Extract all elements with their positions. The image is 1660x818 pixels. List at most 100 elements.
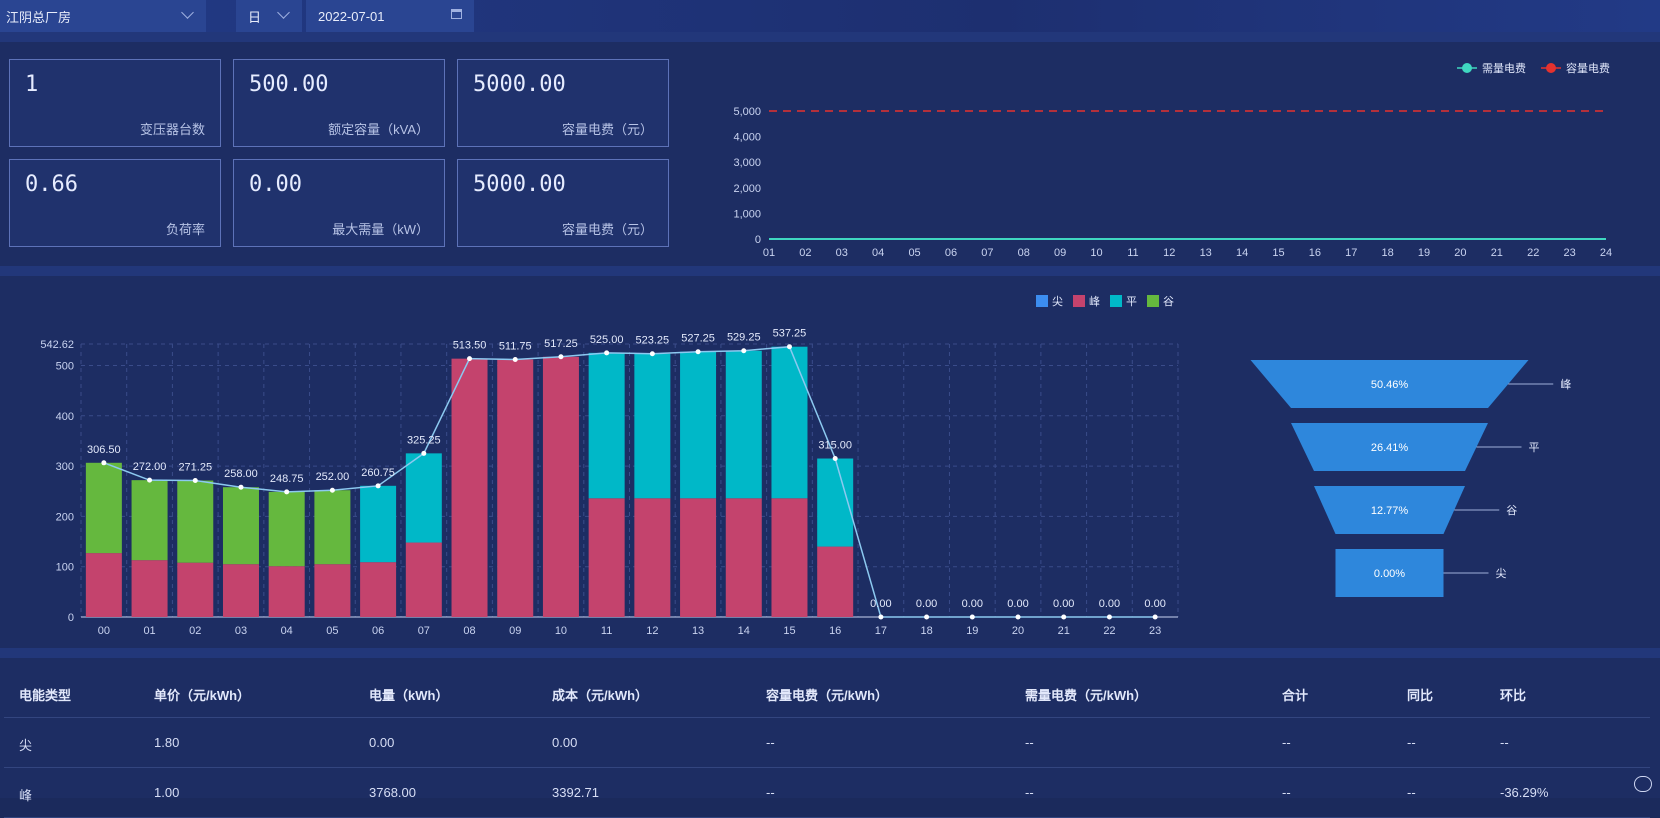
y-tick-label: 400 xyxy=(56,411,74,423)
x-tick-label: 22 xyxy=(1103,625,1115,637)
line-point xyxy=(192,478,198,484)
x-tick-label: 14 xyxy=(1236,247,1248,259)
table-header-row: 电能类型 单价（元/kWh） 电量（kWh） 成本（元/kWh） 容量电费（元/… xyxy=(4,668,1650,718)
bar-segment-谷 xyxy=(131,480,168,561)
stat-label: 容量电费（元） xyxy=(561,122,653,137)
stat-value: 5000.00 xyxy=(473,172,566,197)
funnel-segment-尖 xyxy=(1335,549,1444,597)
legend-swatch xyxy=(1147,295,1159,307)
period-select[interactable]: 日 xyxy=(236,0,302,32)
line-point xyxy=(1061,614,1067,620)
table-cell: -- xyxy=(1500,735,1509,750)
x-tick-label: 11 xyxy=(1127,247,1138,259)
line-point xyxy=(238,484,244,490)
x-tick-label: 23 xyxy=(1563,247,1575,259)
x-tick-label: 07 xyxy=(418,625,430,637)
x-tick-label: 09 xyxy=(1054,247,1066,259)
x-tick-label: 17 xyxy=(875,625,887,637)
site-select-value: 江阴总厂房 xyxy=(6,9,72,25)
bar-segment-谷 xyxy=(222,487,259,565)
line-point xyxy=(878,614,884,620)
x-tick-label: 16 xyxy=(1309,247,1321,259)
line-point xyxy=(969,614,975,620)
table-cell: -- xyxy=(766,735,775,750)
legend-label: 容量电费 xyxy=(1566,61,1610,75)
section-divider xyxy=(0,266,1660,276)
bar-segment-峰 xyxy=(131,560,168,617)
bar-segment-峰 xyxy=(177,562,214,617)
funnel-value-label: 26.41% xyxy=(1371,442,1409,454)
data-label: 529.25 xyxy=(727,332,761,344)
table-panel xyxy=(0,658,1660,798)
column-header: 同比 xyxy=(1407,688,1434,703)
data-label: 0.00 xyxy=(1144,598,1165,610)
bar-segment-平 xyxy=(771,346,808,499)
x-tick-label: 02 xyxy=(799,247,811,259)
line-point xyxy=(329,487,335,493)
x-tick-label: 04 xyxy=(281,625,293,637)
capacity-panel: 1 变压器台数 500.00 额定容量（kVA） 5000.00 容量电费（元）… xyxy=(0,42,1660,266)
section-divider xyxy=(0,32,1660,42)
table-cell: 0.00 xyxy=(552,735,578,750)
bar-segment-峰 xyxy=(588,498,625,617)
table-cell: -- xyxy=(1025,735,1034,750)
table-cell: -- xyxy=(1407,735,1416,750)
stat-card-max-demand: 0.00 最大需量（kW） xyxy=(233,159,445,247)
legend-swatch xyxy=(1036,295,1048,307)
x-tick-label: 23 xyxy=(1149,625,1161,637)
data-label: 315.00 xyxy=(818,440,852,452)
date-picker-value: 2022-07-01 xyxy=(318,8,385,24)
table-cell: 1.80 xyxy=(154,735,180,750)
bar-segment-谷 xyxy=(268,491,305,567)
legend-label: 尖 xyxy=(1052,295,1063,308)
legend-label: 峰 xyxy=(1089,295,1100,308)
stat-label: 变压器台数 xyxy=(139,122,205,137)
x-tick-label: 19 xyxy=(1418,247,1430,259)
line-point xyxy=(832,456,838,462)
bar-segment-平 xyxy=(405,453,442,543)
line-point xyxy=(512,357,518,363)
x-tick-label: 10 xyxy=(1090,247,1102,259)
data-label: 0.00 xyxy=(962,598,983,610)
x-tick-label: 18 xyxy=(920,625,932,637)
x-tick-label: 04 xyxy=(872,247,884,259)
bar-segment-峰 xyxy=(634,498,671,617)
x-tick-label: 19 xyxy=(966,625,978,637)
column-header: 容量电费（元/kWh） xyxy=(766,688,889,703)
bar-segment-峰 xyxy=(222,564,259,617)
line-point xyxy=(101,460,107,466)
column-header: 成本（元/kWh） xyxy=(552,688,649,703)
y-tick-label: 500 xyxy=(56,360,74,372)
line-point xyxy=(147,477,153,483)
legend-label: 需量电费 xyxy=(1482,62,1526,75)
data-label: 0.00 xyxy=(1099,598,1120,610)
table-cell: -- xyxy=(1282,735,1291,750)
table-cell: 1.00 xyxy=(154,785,180,800)
energy-share-funnel-chart: 50.46% 峰 26.41% 平 12.77% 谷 0.00% 尖 xyxy=(1250,360,1571,597)
y-tick-label: 300 xyxy=(56,461,74,473)
bar-segment-平 xyxy=(588,352,625,499)
x-tick-label: 14 xyxy=(738,625,750,637)
line-point xyxy=(375,483,381,489)
data-label: 0.00 xyxy=(1007,598,1028,610)
stat-value: 0.66 xyxy=(25,172,78,197)
funnel-name-label: 峰 xyxy=(1560,378,1571,391)
funnel-segment-峰 xyxy=(1250,360,1529,408)
x-tick-label: 05 xyxy=(908,247,920,259)
x-tick-label: 01 xyxy=(143,625,155,637)
chat-icon[interactable] xyxy=(1634,776,1652,792)
data-label: 525.00 xyxy=(590,334,624,346)
bar-segment-峰 xyxy=(497,359,534,617)
site-select[interactable]: 江阴总厂房 xyxy=(0,0,206,32)
x-tick-label: 06 xyxy=(945,247,957,259)
stat-label: 额定容量（kVA） xyxy=(328,122,429,137)
line-point xyxy=(467,356,473,362)
date-picker[interactable]: 2022-07-01 xyxy=(306,0,474,32)
x-tick-label: 01 xyxy=(763,247,775,259)
table-cell: -- xyxy=(1407,785,1416,800)
stat-value: 500.00 xyxy=(249,72,329,97)
line-point xyxy=(695,349,701,355)
table-cell: 0.00 xyxy=(369,735,395,750)
data-label: 252.00 xyxy=(316,471,350,483)
line-point xyxy=(924,614,930,620)
